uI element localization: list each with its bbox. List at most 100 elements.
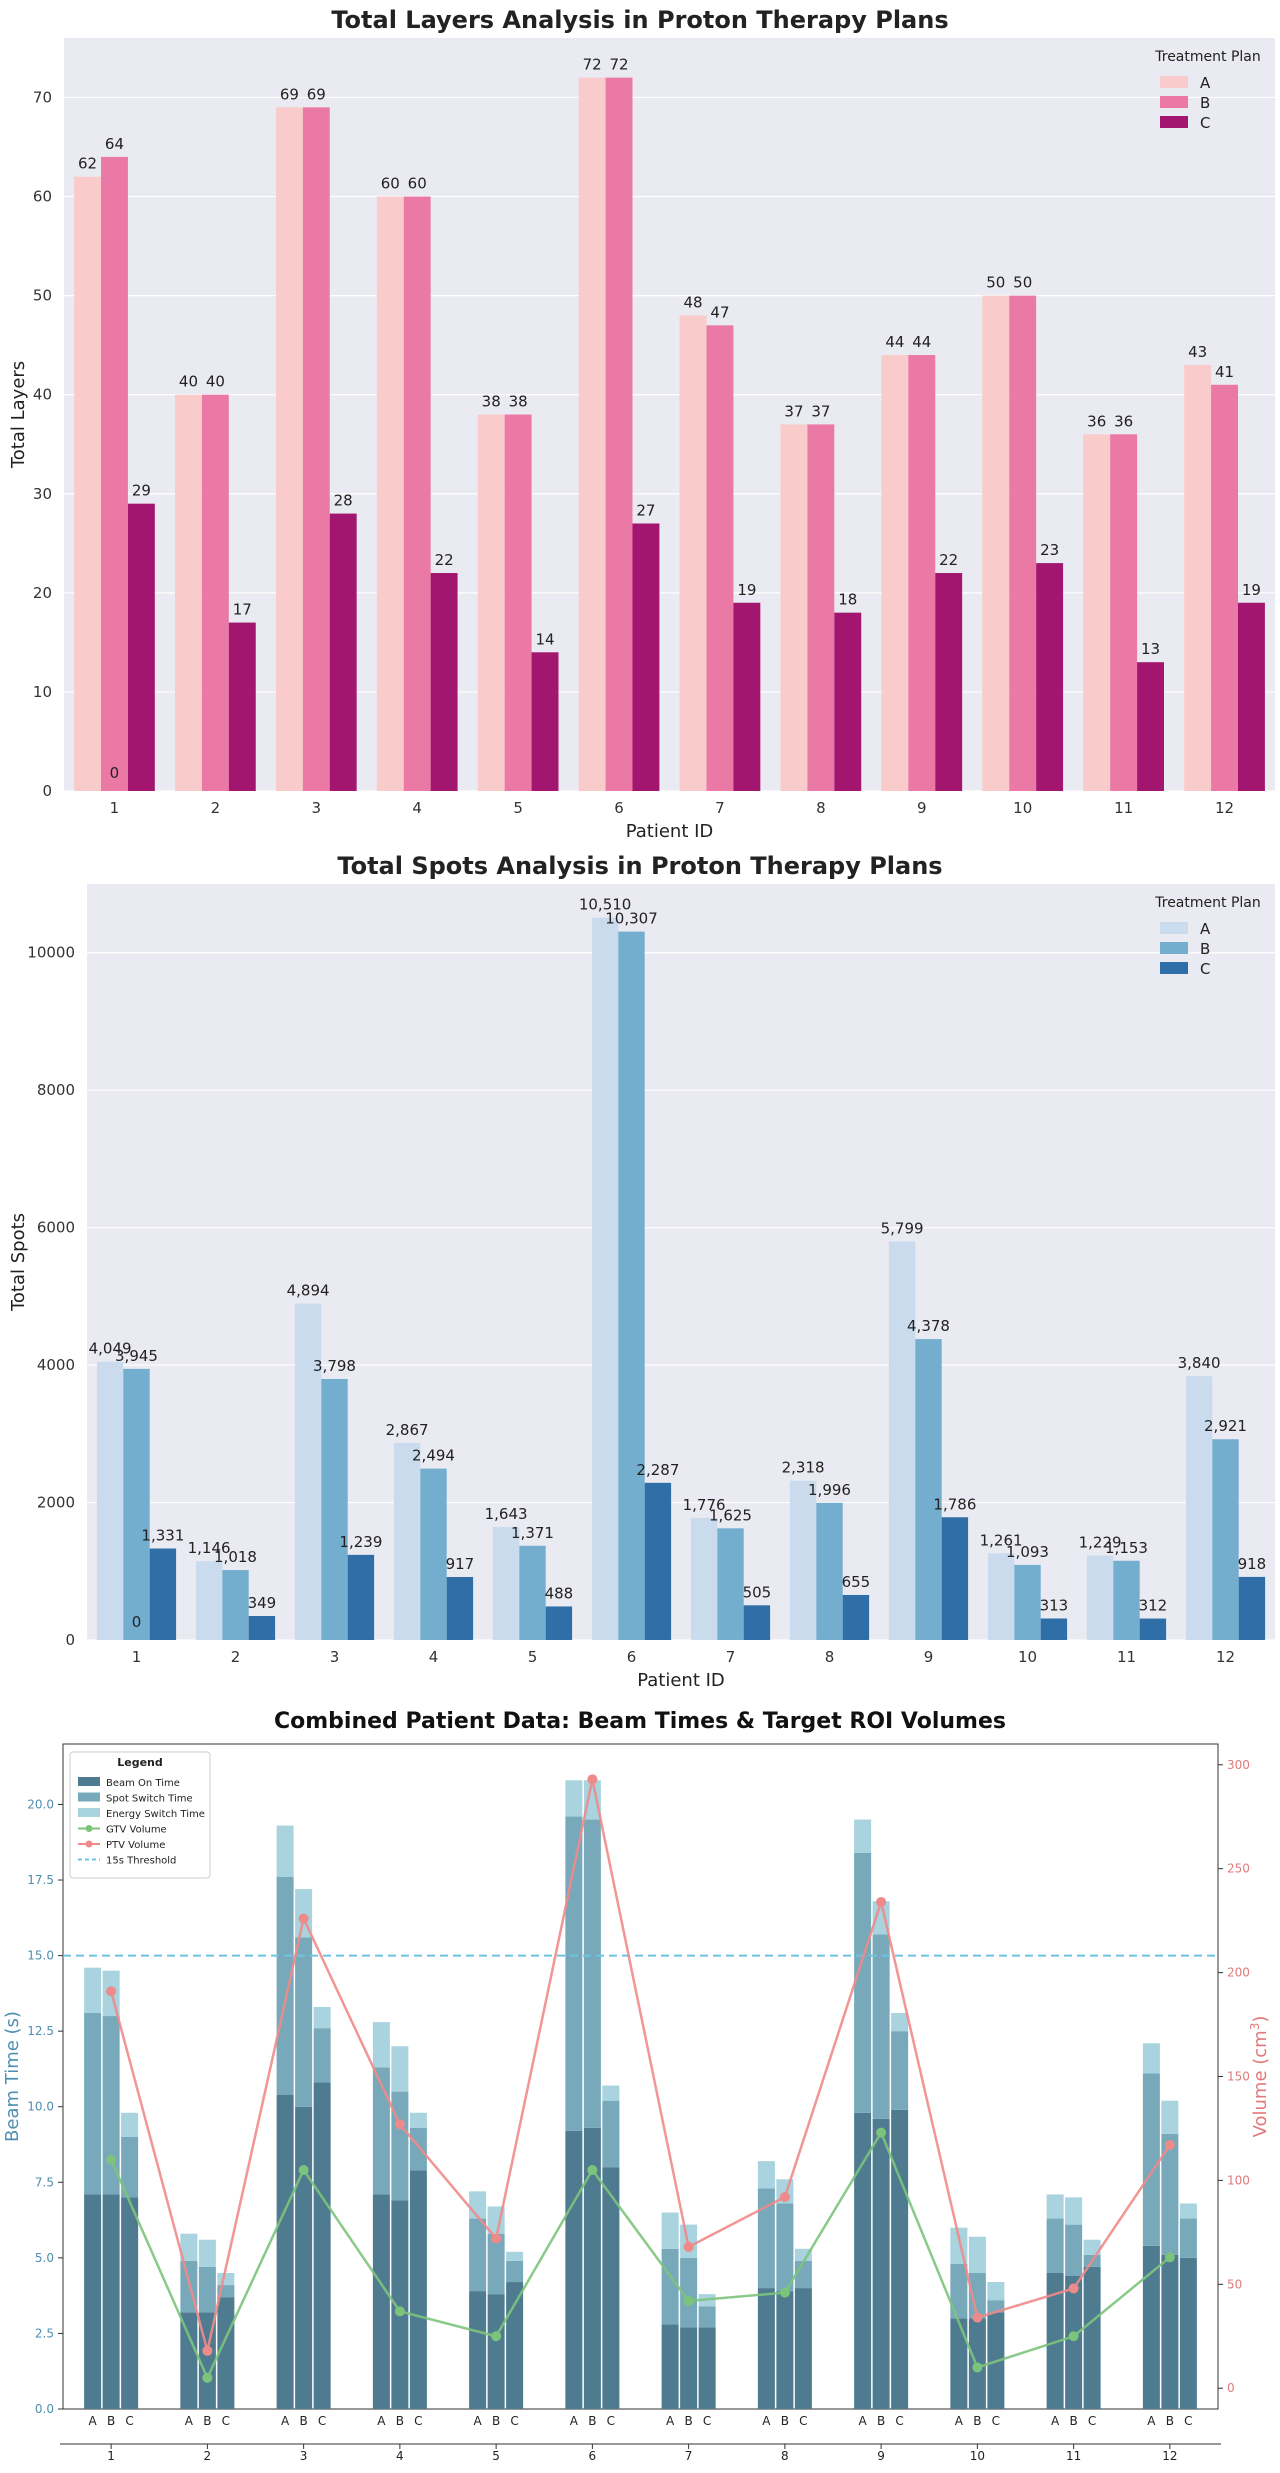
y-right-axis-label: Volume (cm3) <box>1248 2016 1271 2138</box>
beam-on-bar <box>295 2106 313 2409</box>
x-tick-label: 12 <box>1216 1648 1235 1666</box>
bar-a <box>492 1527 520 1640</box>
energy-switch-bar <box>872 1901 890 1935</box>
bar-a <box>1086 1555 1114 1640</box>
x-tick-label: 6 <box>627 1648 637 1666</box>
plan-tick-label: B <box>300 2414 308 2428</box>
beam-on-bar <box>1179 2257 1197 2409</box>
bar-a <box>74 176 102 792</box>
data-label: 44 <box>912 333 931 351</box>
bar-c <box>149 1548 177 1640</box>
data-label: 1,776 <box>683 1496 726 1514</box>
bar-a <box>1184 364 1212 791</box>
data-label: 1,261 <box>980 1531 1023 1549</box>
x-tick-label: 1 <box>132 1648 142 1666</box>
legend-swatch-c <box>1160 962 1188 974</box>
legend-label: GTV Volume <box>106 1825 167 1836</box>
bar-b <box>915 1339 942 1640</box>
gtv-point <box>876 2127 887 2138</box>
data-label: 4,378 <box>907 1317 950 1335</box>
data-label: 1,331 <box>141 1527 184 1545</box>
bar-b <box>123 1368 150 1640</box>
energy-switch-bar <box>198 2239 216 2267</box>
plan-tick-label: C <box>992 2414 1000 2428</box>
beam-on-bar <box>872 2118 890 2409</box>
data-label: 60 <box>408 175 427 193</box>
spot-switch-bar <box>1046 2218 1064 2273</box>
data-label: 62 <box>78 155 97 173</box>
bar-b <box>1110 434 1138 791</box>
plan-tick-label: C <box>895 2414 903 2428</box>
x-tick-label: 8 <box>781 2449 789 2463</box>
x-tick-label: 4 <box>396 2449 404 2463</box>
legend-label: Spot Switch Time <box>106 1794 193 1805</box>
data-label: 37 <box>784 402 803 420</box>
y-tick-label: 10 <box>33 683 52 701</box>
energy-switch-bar <box>1083 2239 1101 2255</box>
y-axis-label: Total Spots <box>8 1213 29 1312</box>
bar-c <box>941 1517 969 1640</box>
data-label: 4,049 <box>89 1340 132 1358</box>
x-tick-label: 9 <box>924 1648 934 1666</box>
bar-a <box>789 1480 817 1640</box>
plan-tick-label: B <box>588 2414 596 2428</box>
legend-swatch <box>78 1792 100 1802</box>
beam-on-bar <box>891 2109 909 2409</box>
plot-frame <box>62 1743 1219 2410</box>
legend-label: A <box>1200 74 1211 92</box>
data-label: 918 <box>1238 1555 1267 1573</box>
bar-a <box>376 196 404 792</box>
bar-c <box>743 1605 771 1640</box>
bar-c <box>545 1606 573 1640</box>
energy-switch-bar <box>968 2236 986 2273</box>
legend-swatch <box>78 1777 100 1786</box>
beam-on-bar <box>276 2094 294 2409</box>
plot-background <box>87 884 1275 1640</box>
plan-tick-label: B <box>492 2414 500 2428</box>
ptv-point <box>972 2312 983 2323</box>
ptv-point <box>683 2241 694 2252</box>
legend-marker <box>85 1825 93 1832</box>
plan-tick-label: C <box>222 2414 230 2428</box>
y-tick-label: 2.5 <box>35 2326 54 2340</box>
plan-tick-label: B <box>203 2414 211 2428</box>
spot-switch-bar <box>1142 2073 1160 2246</box>
y-tick-label: 8000 <box>37 1081 75 1099</box>
energy-switch-bar <box>391 2046 409 2092</box>
data-label: 64 <box>105 135 124 153</box>
data-label: 69 <box>280 85 299 103</box>
data-label: 40 <box>206 373 225 391</box>
data-label: 312 <box>1139 1597 1168 1615</box>
plan-tick-label: B <box>877 2414 885 2428</box>
bar-b <box>519 1545 546 1640</box>
x-tick-label: 4 <box>412 799 422 817</box>
x-tick-label: 11 <box>1114 799 1133 817</box>
y-tick-label: 20.0 <box>27 1797 54 1811</box>
legend-label: Energy Switch Time <box>106 1809 205 1820</box>
data-label: 36 <box>1114 412 1133 430</box>
x-tick-label: 10 <box>1013 799 1032 817</box>
bar-b <box>403 196 431 792</box>
y-tick-label: 6000 <box>37 1219 75 1237</box>
data-label: 47 <box>710 303 729 321</box>
beam-on-bar <box>1065 2276 1083 2409</box>
data-label: 3,945 <box>115 1347 158 1365</box>
data-label: 1,643 <box>485 1505 528 1523</box>
energy-switch-bar <box>794 2248 812 2261</box>
legend-swatch-b <box>1160 942 1188 954</box>
y-tick-label: 30 <box>33 485 52 503</box>
energy-switch-bar <box>180 2233 198 2261</box>
legend-label: C <box>1200 114 1210 132</box>
data-label: 48 <box>684 293 703 311</box>
gtv-volume-line <box>109 2129 1171 2381</box>
bar-c <box>228 622 256 791</box>
x-tick-label: 7 <box>726 1648 736 1666</box>
gtv-point <box>1068 2331 1079 2342</box>
legend-swatch-a <box>1160 76 1188 88</box>
energy-switch-bar <box>506 2251 524 2261</box>
beam-on-bar <box>102 2194 120 2409</box>
data-label: 23 <box>1040 541 1059 559</box>
energy-switch-bar <box>602 2085 620 2101</box>
data-label: 28 <box>334 492 353 510</box>
bar-b <box>1212 1439 1239 1640</box>
